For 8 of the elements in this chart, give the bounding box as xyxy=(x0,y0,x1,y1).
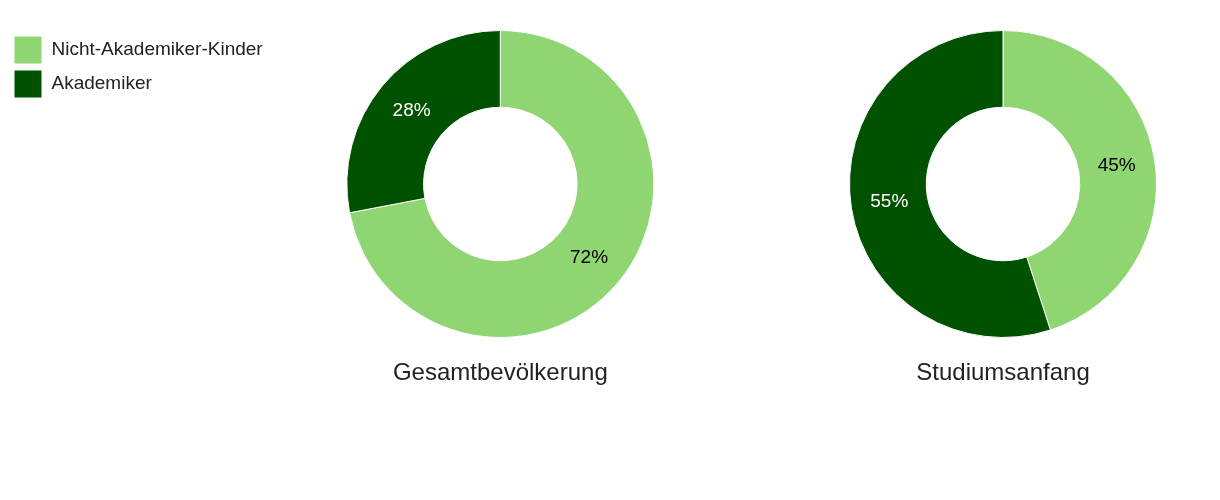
data-label: 45% xyxy=(1097,154,1136,176)
legend-label: Akademiker xyxy=(51,72,153,94)
legend-label: Nicht-Akademiker-Kinder xyxy=(51,38,264,60)
text: Gesamtbevölkerung xyxy=(392,358,608,386)
data-label: 72% xyxy=(570,245,609,267)
data-label: 55% xyxy=(870,190,909,212)
text: Studiumsanfang xyxy=(916,358,1090,386)
data-label: 28% xyxy=(392,98,431,120)
